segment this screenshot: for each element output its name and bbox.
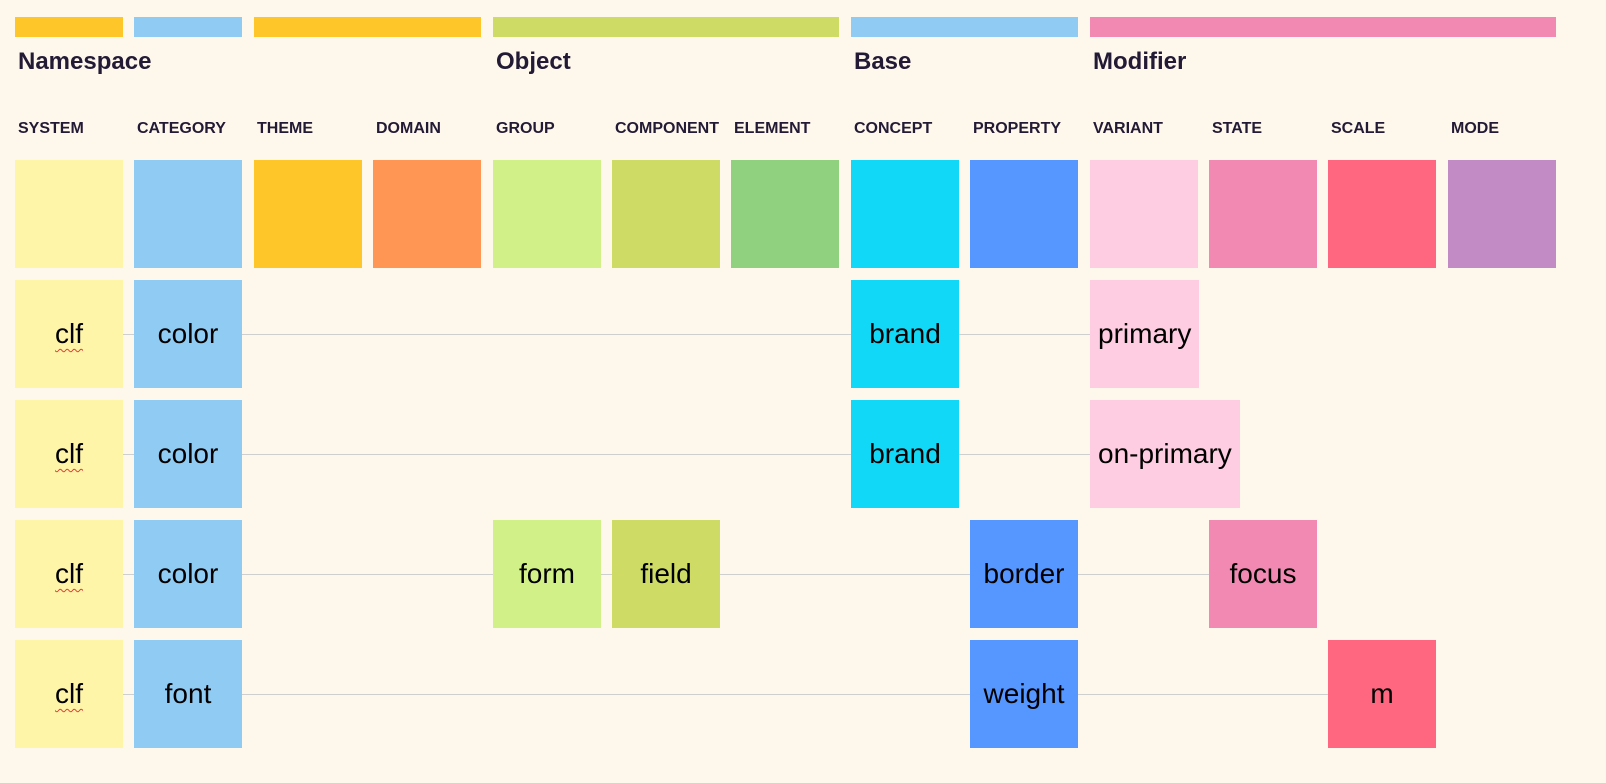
- token-note-group[interactable]: form: [493, 520, 601, 628]
- token-note-system[interactable]: clf: [15, 400, 123, 508]
- swatch-domain: [373, 160, 481, 268]
- token-text: primary: [1098, 318, 1192, 349]
- swatch-group: [493, 160, 601, 268]
- group-bar-object: [493, 17, 839, 37]
- column-label-state: STATE: [1212, 120, 1263, 137]
- group-bar-base: [851, 17, 1078, 37]
- token-text: clf: [55, 678, 83, 709]
- token-text: form: [519, 558, 575, 589]
- swatch-mode: [1448, 160, 1556, 268]
- swatch-state: [1209, 160, 1317, 268]
- token-text: field: [640, 558, 692, 589]
- swatch-system: [15, 160, 123, 268]
- token-note-category[interactable]: color: [134, 280, 242, 388]
- token-note-property[interactable]: border: [970, 520, 1078, 628]
- token-note-system[interactable]: clf: [15, 520, 123, 628]
- token-text: m: [1370, 678, 1394, 709]
- token-note-system[interactable]: clf: [15, 640, 123, 748]
- column-label-variant: VARIANT: [1093, 120, 1163, 137]
- column-label-system: SYSTEM: [18, 120, 84, 137]
- column-label-component: COMPONENT: [615, 120, 719, 137]
- token-text: weight: [983, 678, 1065, 709]
- token-note-category[interactable]: color: [134, 400, 242, 508]
- column-label-property: PROPERTY: [973, 120, 1062, 137]
- token-note-category[interactable]: color: [134, 520, 242, 628]
- column-label-category: CATEGORY: [137, 120, 226, 137]
- token-note-component[interactable]: field: [612, 520, 720, 628]
- token-text: brand: [869, 318, 941, 349]
- column-label-mode: MODE: [1451, 120, 1499, 137]
- group-bar-modifier: [1090, 17, 1556, 37]
- token-text: focus: [1229, 558, 1297, 589]
- token-text: on-primary: [1098, 438, 1232, 469]
- token-text: border: [983, 558, 1065, 589]
- token-text: brand: [869, 438, 941, 469]
- column-label-concept: CONCEPT: [854, 120, 933, 137]
- token-note-concept[interactable]: brand: [851, 280, 959, 388]
- column-bar-system: [15, 17, 123, 37]
- group-title-modifier: Modifier: [1093, 48, 1187, 75]
- swatch-category: [134, 160, 242, 268]
- column-label-element: ELEMENT: [734, 120, 811, 137]
- column-label-domain: DOMAIN: [376, 120, 441, 137]
- token-text: clf: [55, 318, 83, 349]
- group-title-object: Object: [496, 48, 571, 75]
- column-label-theme: THEME: [257, 120, 313, 137]
- swatch-element: [731, 160, 839, 268]
- token-note-category[interactable]: font: [134, 640, 242, 748]
- swatch-component: [612, 160, 720, 268]
- token-note-variant[interactable]: primary: [1090, 280, 1200, 388]
- swatch-theme: [254, 160, 362, 268]
- group-title-namespace: Namespace: [18, 48, 152, 75]
- group-title-base: Base: [854, 48, 912, 75]
- token-note-state[interactable]: focus: [1209, 520, 1317, 628]
- token-note-concept[interactable]: brand: [851, 400, 959, 508]
- token-note-variant[interactable]: on-primary: [1090, 400, 1240, 508]
- column-bar-category: [134, 17, 242, 37]
- swatch-scale: [1328, 160, 1436, 268]
- token-note-scale[interactable]: m: [1328, 640, 1436, 748]
- token-note-property[interactable]: weight: [970, 640, 1078, 748]
- token-note-system[interactable]: clf: [15, 280, 123, 388]
- token-text: color: [157, 318, 219, 349]
- token-text: clf: [55, 438, 83, 469]
- row-connector: [65, 694, 1338, 695]
- swatch-property: [970, 160, 1078, 268]
- swatch-concept: [851, 160, 959, 268]
- swatch-variant: [1090, 160, 1198, 268]
- token-text: color: [157, 558, 219, 589]
- token-text: font: [164, 678, 212, 709]
- column-label-scale: SCALE: [1331, 120, 1386, 137]
- column-bar-theme: [254, 17, 481, 37]
- token-text: clf: [55, 558, 83, 589]
- token-text: color: [157, 438, 219, 469]
- row-connector: [65, 334, 1100, 335]
- row-connector: [65, 454, 1100, 455]
- column-label-group: GROUP: [496, 120, 555, 137]
